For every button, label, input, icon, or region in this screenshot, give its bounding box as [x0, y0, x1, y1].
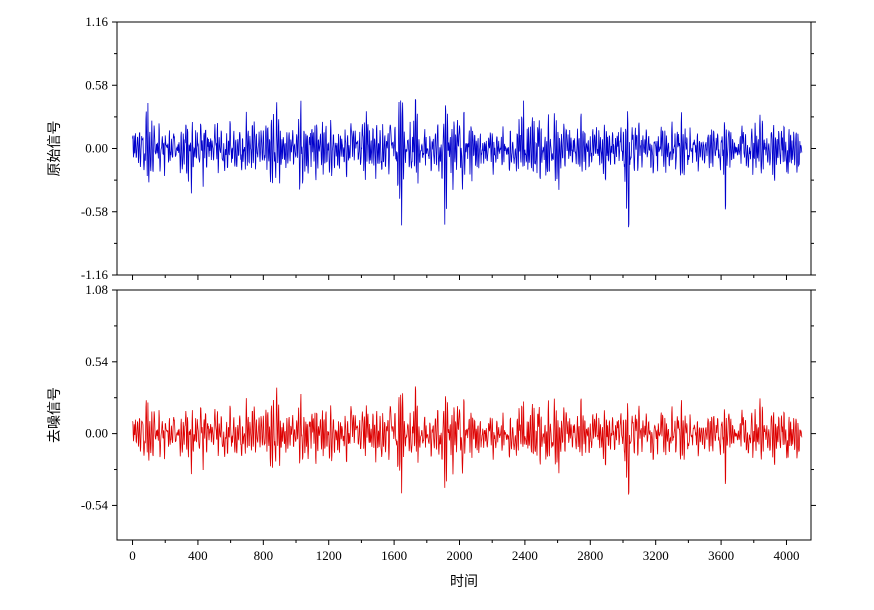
x-tick-label: 2000	[447, 548, 473, 563]
y-tick-label: 0.54	[85, 354, 108, 369]
x-tick-label: 3600	[708, 548, 734, 563]
x-tick-label: 1200	[316, 548, 342, 563]
x-tick-label: 400	[188, 548, 208, 563]
x-tick-label: 3200	[643, 548, 669, 563]
denoised-signal-panel: 1.08 0.54 0.00 -0.54 0 400 800 1200 1600 2000 2400…	[47, 282, 816, 590]
y-tick-label: 0.58	[85, 77, 108, 92]
x-axis-title: 时间	[450, 574, 478, 590]
y-tick-label: -0.58	[81, 204, 108, 219]
x-tick-label: 800	[254, 548, 274, 563]
x-tick-label: 2800	[577, 548, 603, 563]
y-axis-title: 原始信号	[47, 121, 63, 177]
y-tick-label: 0.00	[85, 141, 108, 156]
plot-frame	[116, 289, 812, 541]
y-tick-label: 0.00	[85, 426, 108, 441]
y-tick-label: -0.54	[81, 497, 109, 512]
x-tick-label: 1600	[381, 548, 407, 563]
x-tick-label: 4000	[773, 548, 799, 563]
y-tick-label: 1.08	[85, 282, 108, 297]
y-tick-label: -1.16	[81, 267, 109, 282]
y-tick-label: 1.16	[85, 14, 108, 29]
x-tick-label: 0	[129, 548, 136, 563]
original-signal-panel: 1.16 0.58 0.00 -0.58 -1.16 原始信号	[47, 14, 816, 282]
series-line	[132, 99, 803, 228]
y-axis-title: 去噪信号	[47, 387, 63, 443]
x-tick-label: 2400	[512, 548, 538, 563]
series-line	[132, 386, 803, 495]
